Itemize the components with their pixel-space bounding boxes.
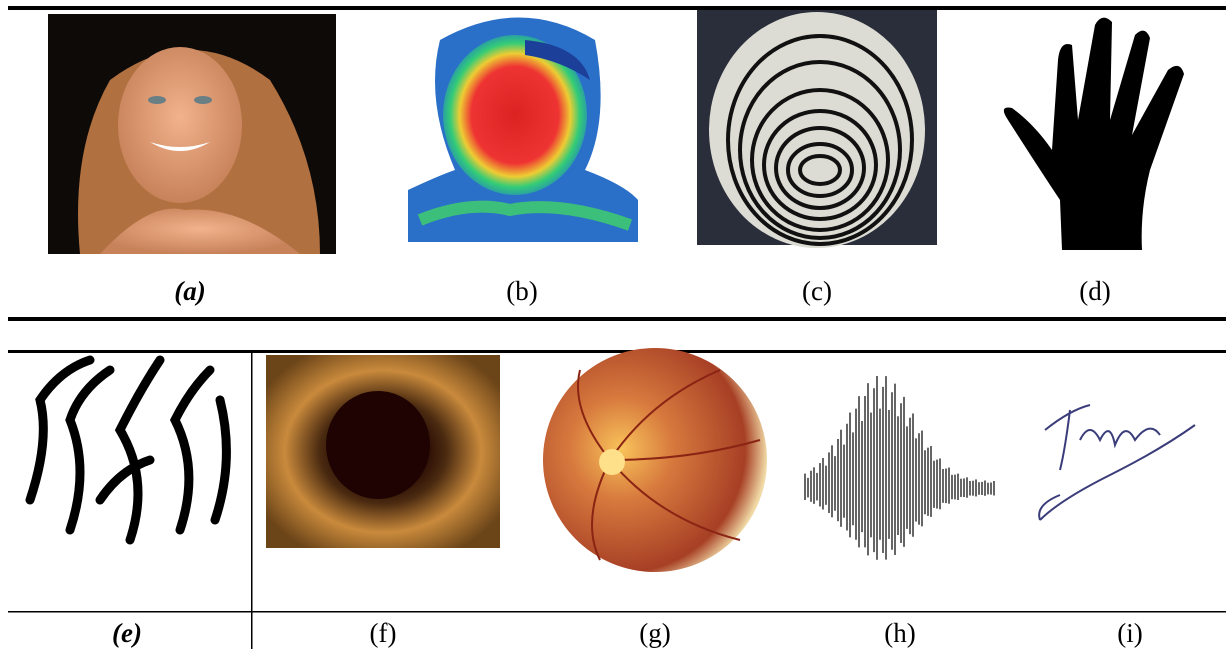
rules-part xyxy=(8,317,1226,321)
signature-image xyxy=(1039,405,1195,520)
retina-image xyxy=(543,348,767,572)
panel-label: (h) xyxy=(884,618,915,648)
panel-label: (f) xyxy=(370,618,397,648)
hand-image-part xyxy=(1004,18,1184,250)
rules-part xyxy=(8,350,1226,353)
vein-image-part xyxy=(215,400,226,520)
vein-image-part xyxy=(175,370,210,530)
hand-image xyxy=(1004,18,1184,250)
face-image-part xyxy=(118,47,242,203)
iris-image-part xyxy=(326,391,430,499)
iris-image xyxy=(266,355,500,548)
panel-label: (c) xyxy=(802,276,832,306)
speech-waveform-image xyxy=(805,376,994,560)
face-image-part xyxy=(148,96,166,104)
panel-label: (e) xyxy=(112,618,142,648)
signature-image-part xyxy=(1080,429,1160,445)
rules-part xyxy=(251,352,253,649)
signature-image-part xyxy=(1039,495,1060,520)
panel-label: (g) xyxy=(639,618,670,648)
face-image-part xyxy=(194,96,212,104)
panel-label: (d) xyxy=(1079,276,1110,306)
thermal-image xyxy=(408,18,638,243)
panel-label: (i) xyxy=(1117,618,1142,648)
vein-image-part xyxy=(120,360,160,540)
page: {"figure": {"top_row": ["(a)", "(b)", "(… xyxy=(0,0,1229,649)
rules-part xyxy=(8,611,1226,613)
figure: (a) (b) (c) (d) (e) (f) (g) (h) (i) xyxy=(0,0,1229,649)
rules-part xyxy=(8,6,1226,10)
fingerprint-image xyxy=(697,10,937,248)
vein-image xyxy=(30,360,226,540)
signature-image-part xyxy=(1045,405,1090,470)
panel-label: (b) xyxy=(506,276,537,306)
panel-label: (a) xyxy=(174,276,205,306)
face-image xyxy=(48,14,336,254)
vein-image-part xyxy=(70,370,110,530)
retina-image-part xyxy=(599,449,625,475)
